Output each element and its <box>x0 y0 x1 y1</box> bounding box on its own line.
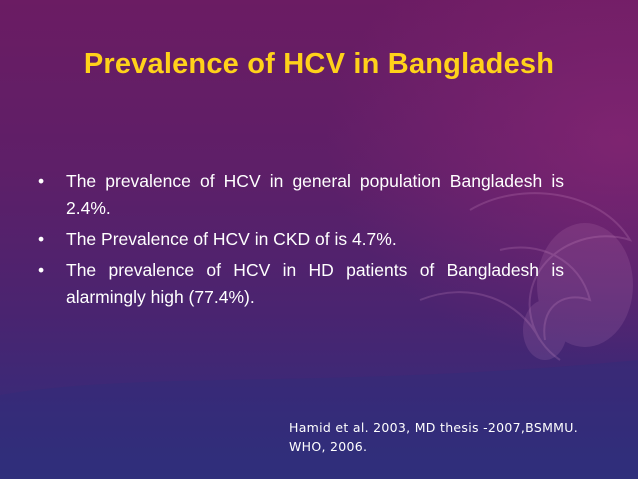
slide-title: Prevalence of HCV in Bangladesh <box>83 48 555 80</box>
bullet-text: The prevalence of HCV in HD patients of … <box>66 260 564 307</box>
bullet-item: • The Prevalence of HCV in CKD of is 4.7… <box>38 226 564 253</box>
bullet-icon: • <box>38 260 45 280</box>
bullet-icon: • <box>38 229 45 249</box>
citation-line: Hamid et al. 2003, MD thesis -2007,BSMMU… <box>289 420 578 435</box>
bullet-item: • The prevalence of HCV in HD patients o… <box>38 257 564 311</box>
bullet-icon: • <box>38 171 45 191</box>
bullet-text: The Prevalence of HCV in CKD of is 4.7%. <box>66 229 397 249</box>
bullet-item: • The prevalence of HCV in general popul… <box>38 168 564 222</box>
citation: Hamid et al. 2003, MD thesis -2007,BSMMU… <box>289 418 619 456</box>
citation-line: WHO, 2006. <box>289 439 368 454</box>
bullet-text: The prevalence of HCV in general populat… <box>66 171 564 218</box>
bullet-list: • The prevalence of HCV in general popul… <box>38 168 564 315</box>
